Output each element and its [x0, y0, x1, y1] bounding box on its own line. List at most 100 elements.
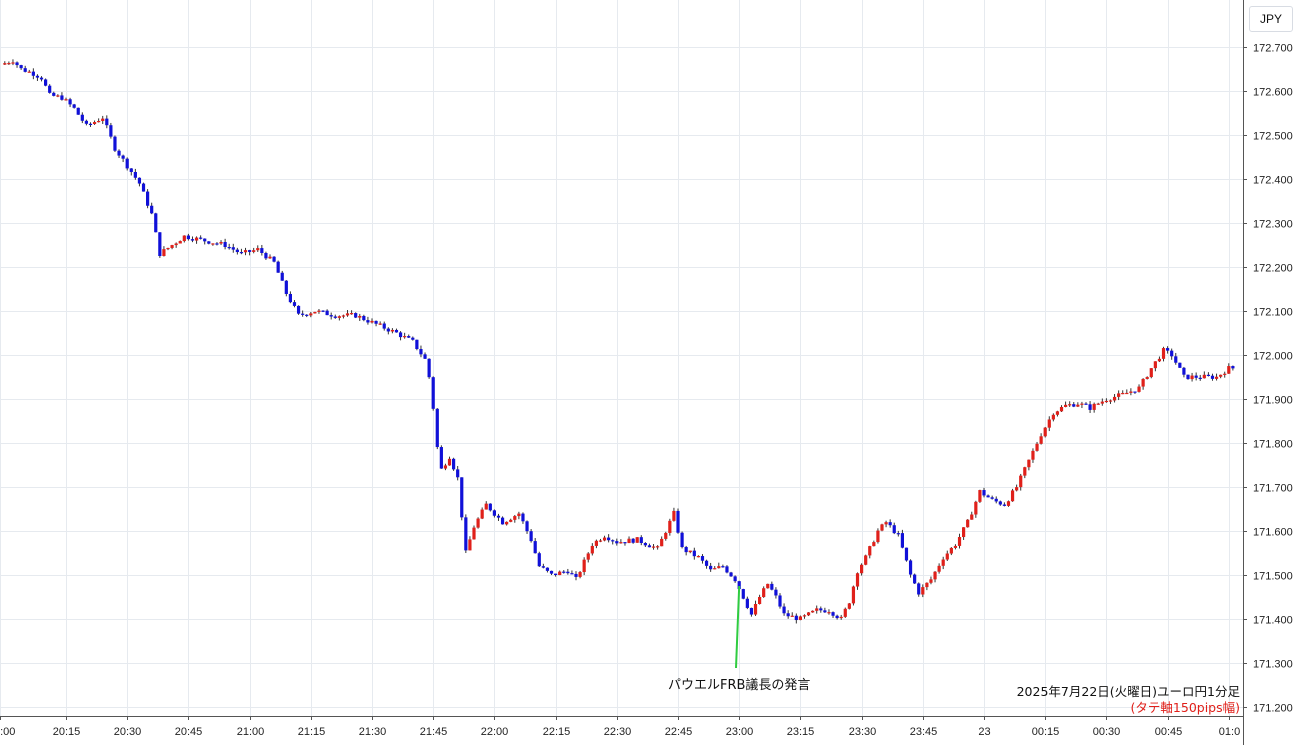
candle-up [517, 513, 521, 517]
chart-grid [0, 0, 1243, 716]
x-tick-label: 00:15 [1032, 726, 1060, 738]
candle-up [1015, 487, 1019, 491]
currency-badge[interactable]: JPY [1249, 6, 1293, 32]
candle-down [72, 104, 76, 108]
candle-up [166, 247, 170, 250]
candle-up [92, 122, 97, 125]
candle-up [827, 612, 831, 614]
candle-down [1174, 356, 1178, 363]
candle-up [403, 336, 407, 338]
candle-down [366, 320, 370, 323]
candle-down [1178, 362, 1182, 368]
y-tick-label: 172.100 [1253, 307, 1293, 319]
candle-up [1092, 403, 1096, 410]
candle-down [794, 615, 798, 621]
candle-down [113, 136, 117, 151]
candle-down [986, 495, 990, 498]
candle-down [774, 589, 778, 596]
candle-up [949, 547, 953, 554]
candle-up [1010, 490, 1015, 502]
candle-up [839, 616, 843, 619]
candle-up [1019, 475, 1023, 488]
candle-down [541, 566, 545, 568]
candle-up [1108, 400, 1113, 402]
candle-up [509, 519, 513, 522]
price-axis: 172.700 172.600 172.500 172.400 172.300 172.2… [1243, 43, 1293, 715]
candle-down [19, 65, 23, 69]
candle-up [174, 243, 178, 246]
candle-down [321, 310, 325, 312]
candle-up [505, 521, 509, 525]
candle-down [725, 566, 729, 573]
candle-up [1076, 404, 1080, 407]
candle-up [1125, 392, 1129, 395]
x-tick-label: 00:30 [1093, 726, 1121, 738]
candle-up [937, 565, 941, 572]
candle-down [52, 92, 56, 96]
candle-up [1214, 376, 1219, 379]
candle-up [970, 514, 974, 520]
candle-up [586, 553, 590, 560]
candle-up [929, 579, 933, 583]
candle-up [594, 540, 598, 546]
candle-down [227, 247, 231, 249]
candle-up [1043, 427, 1047, 437]
y-tick-label: 172.700 [1253, 43, 1293, 55]
candle-up [447, 458, 452, 466]
candle-up [664, 532, 668, 539]
candle-down [525, 521, 529, 532]
candle-up [252, 250, 256, 252]
candle-up [443, 465, 448, 469]
candle-up [472, 527, 476, 540]
candle-up [1161, 348, 1166, 359]
candle-up [1096, 403, 1100, 405]
candle-down [203, 238, 207, 242]
candle-up [178, 241, 182, 244]
candle-up [860, 564, 864, 574]
y-tick-label: 172.000 [1253, 351, 1293, 363]
candle-down [137, 177, 142, 184]
candle-down [68, 99, 72, 105]
candle-up [921, 587, 925, 595]
candle-down [44, 79, 48, 86]
candle-down [394, 329, 399, 333]
candle-up [884, 522, 888, 525]
candle-down [704, 560, 709, 566]
candle-down [770, 583, 774, 590]
candle-up [1104, 400, 1108, 403]
candle-down [521, 513, 525, 522]
candle-down [643, 543, 647, 546]
candle-up [211, 243, 215, 245]
candle-up [1051, 414, 1055, 420]
x-tick-label: 23:15 [787, 726, 815, 738]
candle-down [823, 610, 827, 613]
candle-up [806, 612, 811, 616]
candle-down [647, 545, 652, 548]
candle-down [288, 293, 292, 303]
x-tick-label: 21:00 [237, 726, 265, 738]
candle-down [904, 547, 909, 561]
candle-down [231, 247, 235, 250]
candle-up [256, 248, 260, 251]
candle-down [239, 252, 244, 254]
candle-down [737, 581, 741, 590]
candle-down [235, 249, 239, 253]
candle-up [758, 596, 762, 605]
candle-up [170, 245, 174, 248]
candle-down [631, 538, 635, 543]
candle-up [880, 524, 884, 531]
candle-up [798, 616, 802, 621]
x-tick-label: 20:15 [53, 726, 81, 738]
candle-down [639, 537, 643, 544]
candle-up [1035, 443, 1039, 451]
candle-down [529, 531, 533, 542]
candle-down [786, 613, 790, 617]
candle-up [468, 539, 472, 551]
candle-down [562, 571, 566, 573]
candle-down [1170, 350, 1174, 357]
candle-down [741, 589, 745, 599]
candle-down [199, 237, 203, 239]
candle-down [60, 95, 64, 100]
candle-down [554, 573, 558, 576]
